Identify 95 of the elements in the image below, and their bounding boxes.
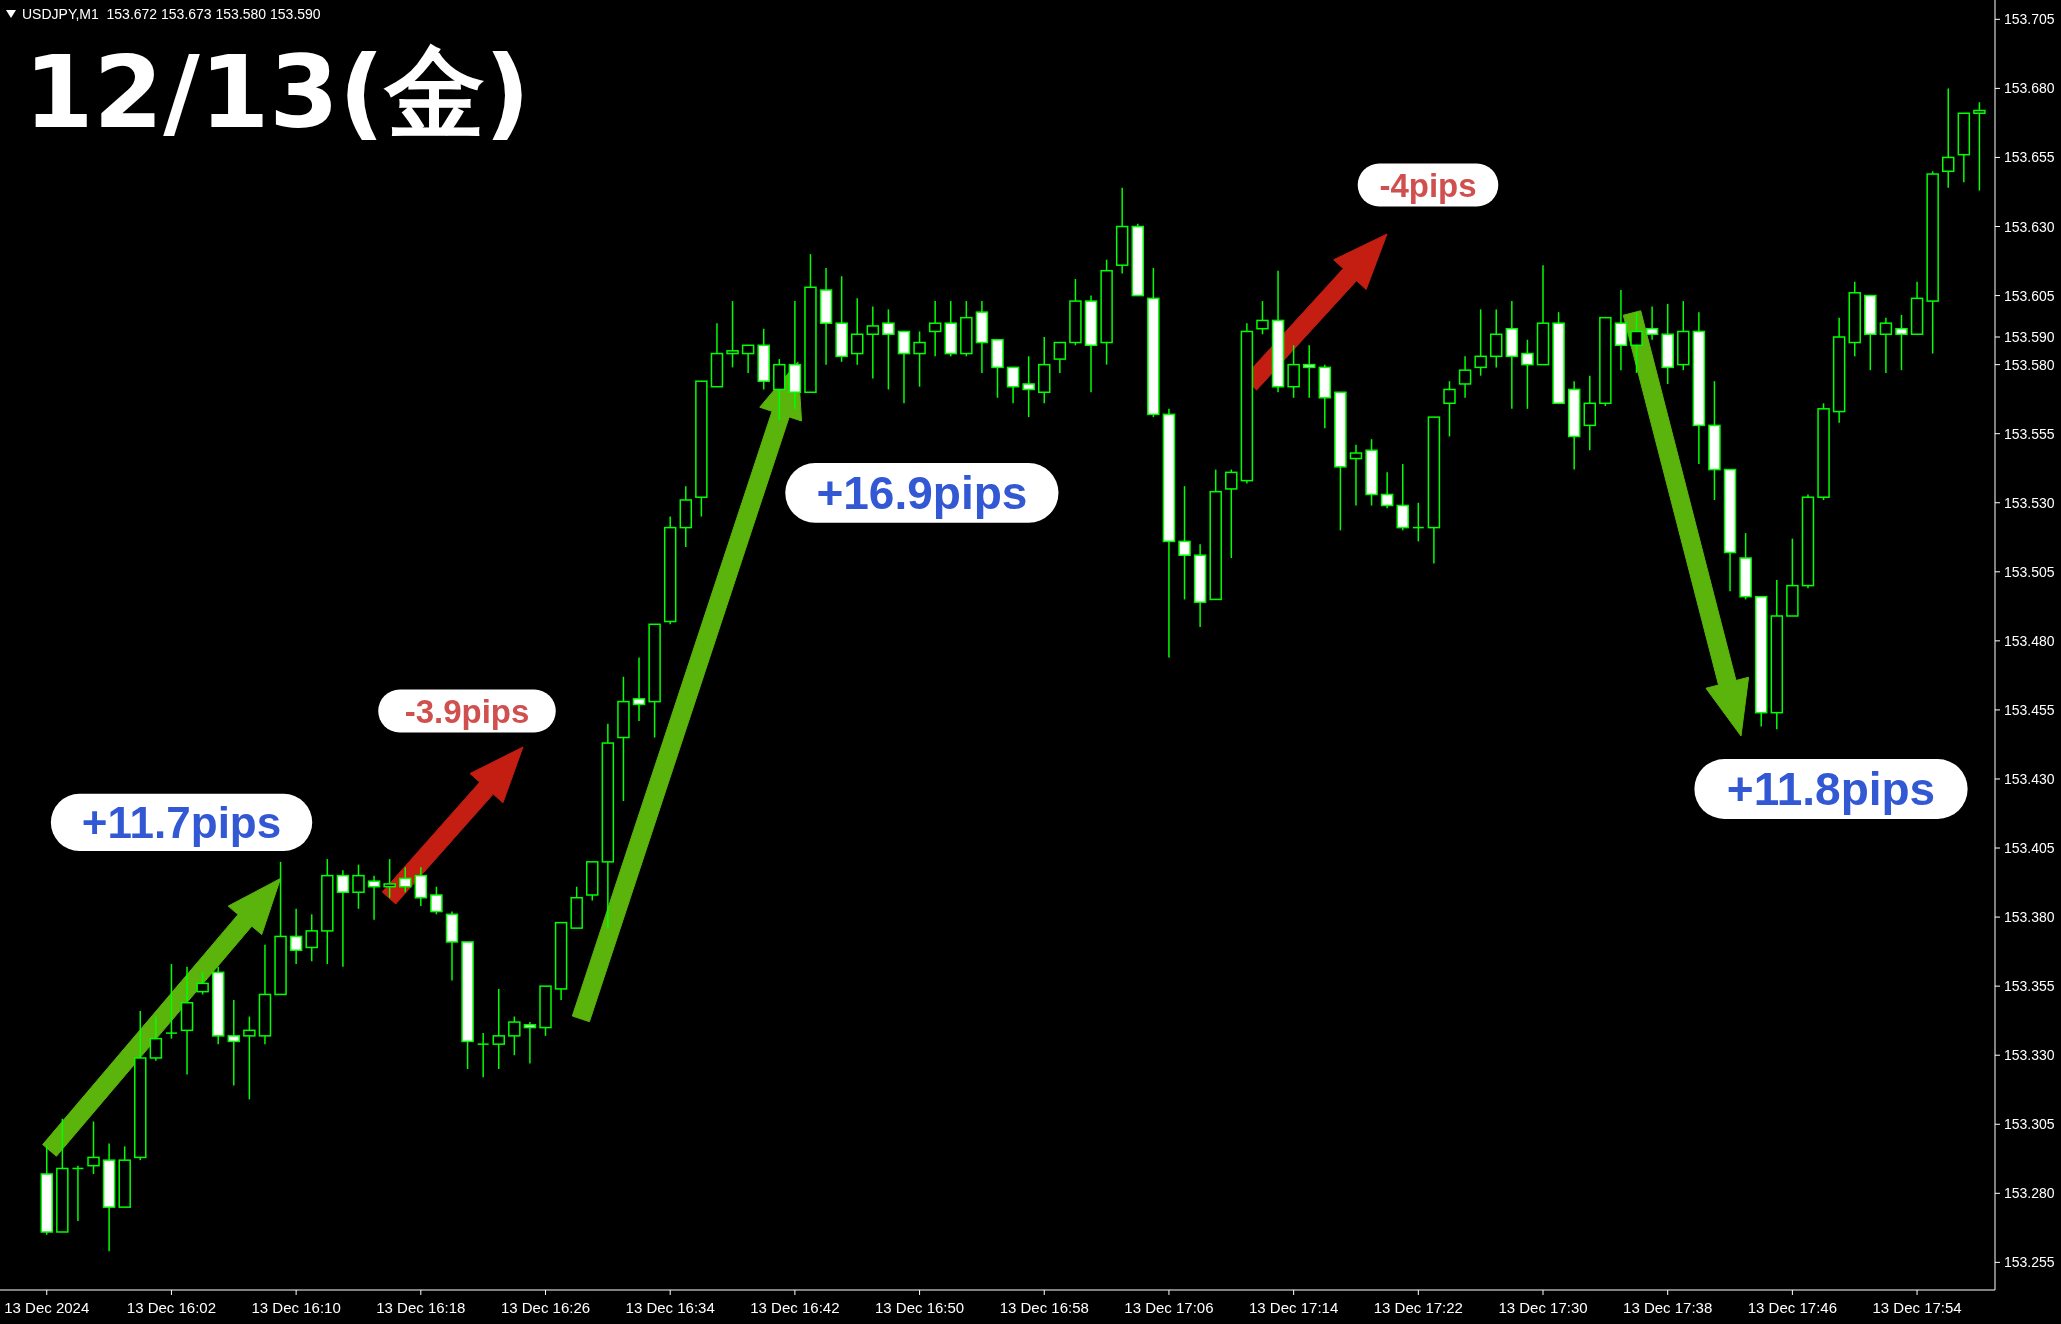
x-tick-label: 13 Dec 16:42: [750, 1299, 840, 1316]
y-tick-label: 153.255: [2004, 1254, 2055, 1271]
y-tick-label: 153.680: [2004, 80, 2055, 97]
y-tick-label: 153.505: [2004, 563, 2055, 580]
y-tick-label: 153.705: [2004, 11, 2055, 28]
y-tick-label: 153.430: [2004, 770, 2055, 787]
y-tick-label: 153.330: [2004, 1047, 2055, 1064]
chart-title: 12/13(金): [24, 34, 531, 151]
candlestick: [1895, 314, 1908, 371]
candlestick: [1490, 308, 1503, 369]
candlestick: [1053, 341, 1067, 374]
candlestick: [632, 656, 646, 722]
y-tick-label: 153.590: [2004, 329, 2055, 345]
x-tick-label: 13 Dec 16:34: [625, 1299, 715, 1316]
candlestick: [1973, 101, 1986, 192]
x-tick-label: 13 Dec 17:46: [1747, 1299, 1837, 1316]
candlestick: [227, 999, 241, 1087]
candlestick: [430, 885, 443, 916]
y-tick-label: 153.655: [2004, 149, 2055, 166]
x-tick-label: 13 Dec 17:06: [1124, 1299, 1214, 1316]
annotation: +11.7pips: [81, 797, 282, 847]
y-tick-label: 153.630: [2004, 218, 2055, 235]
x-tick-label: 13 Dec 17:14: [1249, 1299, 1339, 1316]
candlestick: [383, 858, 396, 899]
candlestick: [523, 1021, 537, 1065]
x-tick-label: 13 Dec 2024: [4, 1299, 90, 1316]
x-tick-label: 13 Dec 17:38: [1623, 1299, 1713, 1316]
x-tick-label: 13 Dec 16:26: [500, 1299, 591, 1316]
candlestick: [87, 1120, 100, 1175]
candlestick: [1521, 339, 1534, 410]
candlestick: [508, 1015, 521, 1056]
candlestick: [243, 1015, 256, 1101]
candlestick: [850, 297, 864, 366]
candlestick: [1380, 471, 1394, 510]
y-tick-label: 153.555: [2004, 425, 2055, 442]
candlestick: [1256, 300, 1269, 335]
candlestick: [1583, 374, 1597, 452]
y-tick-label: 153.380: [2004, 909, 2055, 926]
y-tick-label: 153.305: [2004, 1116, 2055, 1133]
candlestick: [726, 300, 739, 369]
candlestick: [149, 1015, 163, 1062]
y-tick-label: 153.405: [2004, 840, 2055, 857]
annotation: +16.9pips: [816, 466, 1028, 519]
candlestick: [897, 330, 911, 405]
text: USDJPY,M1 153.672 153.673 153.580 153.590: [22, 6, 321, 22]
candlestick: [741, 344, 755, 374]
y-tick-label: 153.480: [2004, 632, 2055, 649]
candlestick: [1630, 311, 1643, 374]
x-tick-label: 13 Dec 16:18: [376, 1299, 466, 1316]
x-tick-label: 13 Dec 17:54: [1872, 1299, 1962, 1316]
candlestick: [414, 866, 428, 907]
candlestick: [398, 866, 412, 893]
x-tick-label: 13 Dec 16:58: [999, 1299, 1089, 1316]
candlestick: [913, 330, 926, 388]
y-tick-label: 153.530: [2004, 494, 2055, 511]
candlestick: [882, 308, 895, 391]
y-tick-label: 153.605: [2004, 287, 2055, 304]
x-tick-label: 13 Dec 17:30: [1498, 1299, 1588, 1316]
candlestick: [866, 305, 880, 380]
x-tick-label: 13 Dec 16:50: [874, 1299, 965, 1316]
annotation: -4pips: [1379, 166, 1477, 204]
candlestick: [1302, 344, 1316, 399]
candlestick: [352, 863, 365, 910]
candlestick: [1879, 316, 1893, 374]
candlestick: [1396, 463, 1409, 532]
candlestick: [1941, 87, 1955, 189]
candlestick: [1349, 443, 1363, 507]
candlestick: [928, 300, 942, 358]
candlestick: [1614, 289, 1628, 371]
candlestick: [1178, 485, 1191, 601]
candlestick: [1287, 344, 1300, 399]
candlestick: [1645, 305, 1659, 341]
candlestick: [196, 971, 209, 996]
candlestick: [1022, 355, 1035, 418]
candlestick: [476, 1032, 490, 1079]
candlestick: [1474, 308, 1487, 377]
candlestick: [1006, 366, 1020, 405]
annotation: -3.9pips: [404, 692, 530, 730]
candlestick: [1458, 355, 1472, 399]
y-tick-label: 153.455: [2004, 701, 2055, 718]
candlestick: [165, 963, 178, 1040]
x-tick-label: 13 Dec 17:22: [1373, 1299, 1463, 1316]
candlestick: [367, 874, 381, 921]
candlestick: [492, 988, 505, 1070]
y-tick-label: 153.280: [2004, 1185, 2055, 1202]
candlestick: [289, 908, 303, 965]
x-tick-label: 13 Dec 16:10: [251, 1299, 341, 1316]
annotation: +11.8pips: [1726, 763, 1936, 815]
y-tick-label: 153.580: [2004, 356, 2055, 373]
x-tick-label: 13 Dec 16:02: [126, 1299, 217, 1316]
candlestick: [1225, 468, 1238, 559]
candlestick: [336, 869, 350, 968]
candlestick: [305, 913, 318, 963]
candlestick: [1443, 380, 1456, 438]
y-tick-label: 153.355: [2004, 978, 2055, 995]
